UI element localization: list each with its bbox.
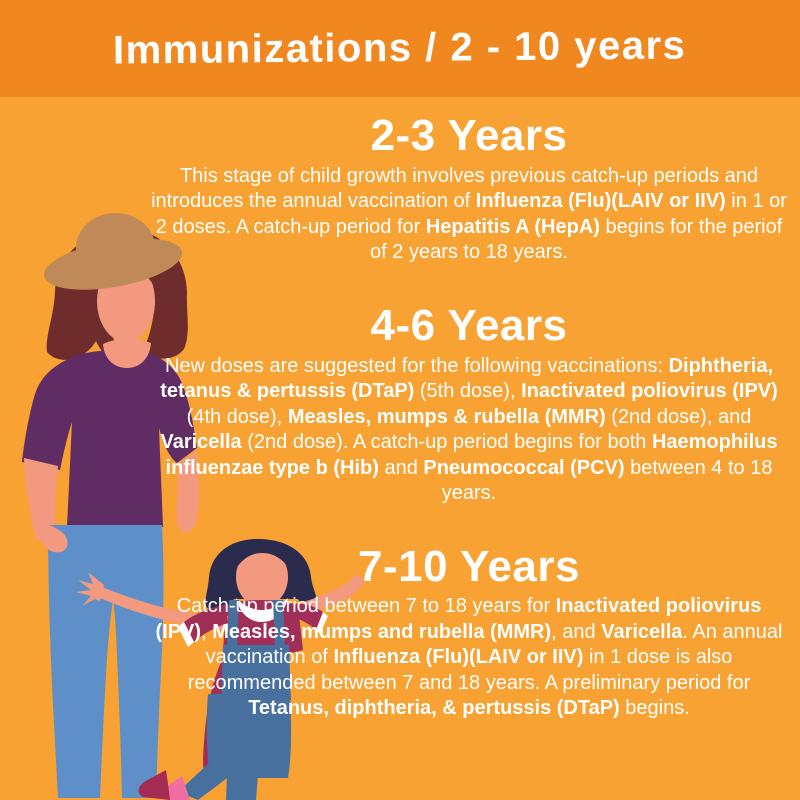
child-overall-bib <box>221 645 291 700</box>
mom-hand <box>39 522 68 553</box>
mom-chest <box>103 338 151 368</box>
section-7-10-years: 7-10 Years Catch-up period between 7 to … <box>145 528 793 722</box>
section-body-7-10: Catch-up period between 7 to 18 years fo… <box>155 595 783 720</box>
section-heading-7-10: 7-10 Years <box>358 541 580 591</box>
child-right-cuff <box>316 612 328 634</box>
section-heading-2-3: 2-3 Years <box>370 111 568 160</box>
mom-left-arm <box>24 458 58 540</box>
child-left-hand <box>76 572 104 606</box>
child-right-arm <box>300 576 361 614</box>
child-right-hand <box>350 575 364 589</box>
mom-right-arm <box>176 450 199 533</box>
child-right-sleeve <box>292 603 323 630</box>
child-overall-hips <box>206 694 292 778</box>
child-face <box>236 547 288 607</box>
child-standing-leg <box>226 775 258 800</box>
child-shoe <box>138 770 170 800</box>
child-kicked-leg <box>178 762 230 800</box>
section-heading-4-6: 4-6 Years <box>370 300 568 350</box>
mom-jeans <box>48 525 164 798</box>
child-overall-strap-right <box>273 600 285 650</box>
section-2-3-years: 2-3 Years This stage of child growth inv… <box>145 97 793 266</box>
section-4-6-years: 4-6 Years New doses are suggested for th… <box>145 287 793 507</box>
child-left-sleeve <box>184 604 228 642</box>
child-overall-strap-left <box>227 600 239 650</box>
content-column: 2-3 Years This stage of child growth inv… <box>145 97 793 722</box>
section-body-2-3: This stage of child growth involves prev… <box>151 164 787 264</box>
title-banner: Immunizations / 2 - 10 years <box>0 0 800 97</box>
page-title: Immunizations / 2 - 10 years <box>113 23 687 73</box>
mom-hat-crown <box>75 213 156 254</box>
mom-shirt <box>22 348 197 527</box>
section-body-4-6: New doses are suggested for the followin… <box>160 354 778 505</box>
child-left-cuff <box>178 622 194 647</box>
child-bangs <box>233 541 291 573</box>
mother-and-child-illustration <box>22 213 364 800</box>
